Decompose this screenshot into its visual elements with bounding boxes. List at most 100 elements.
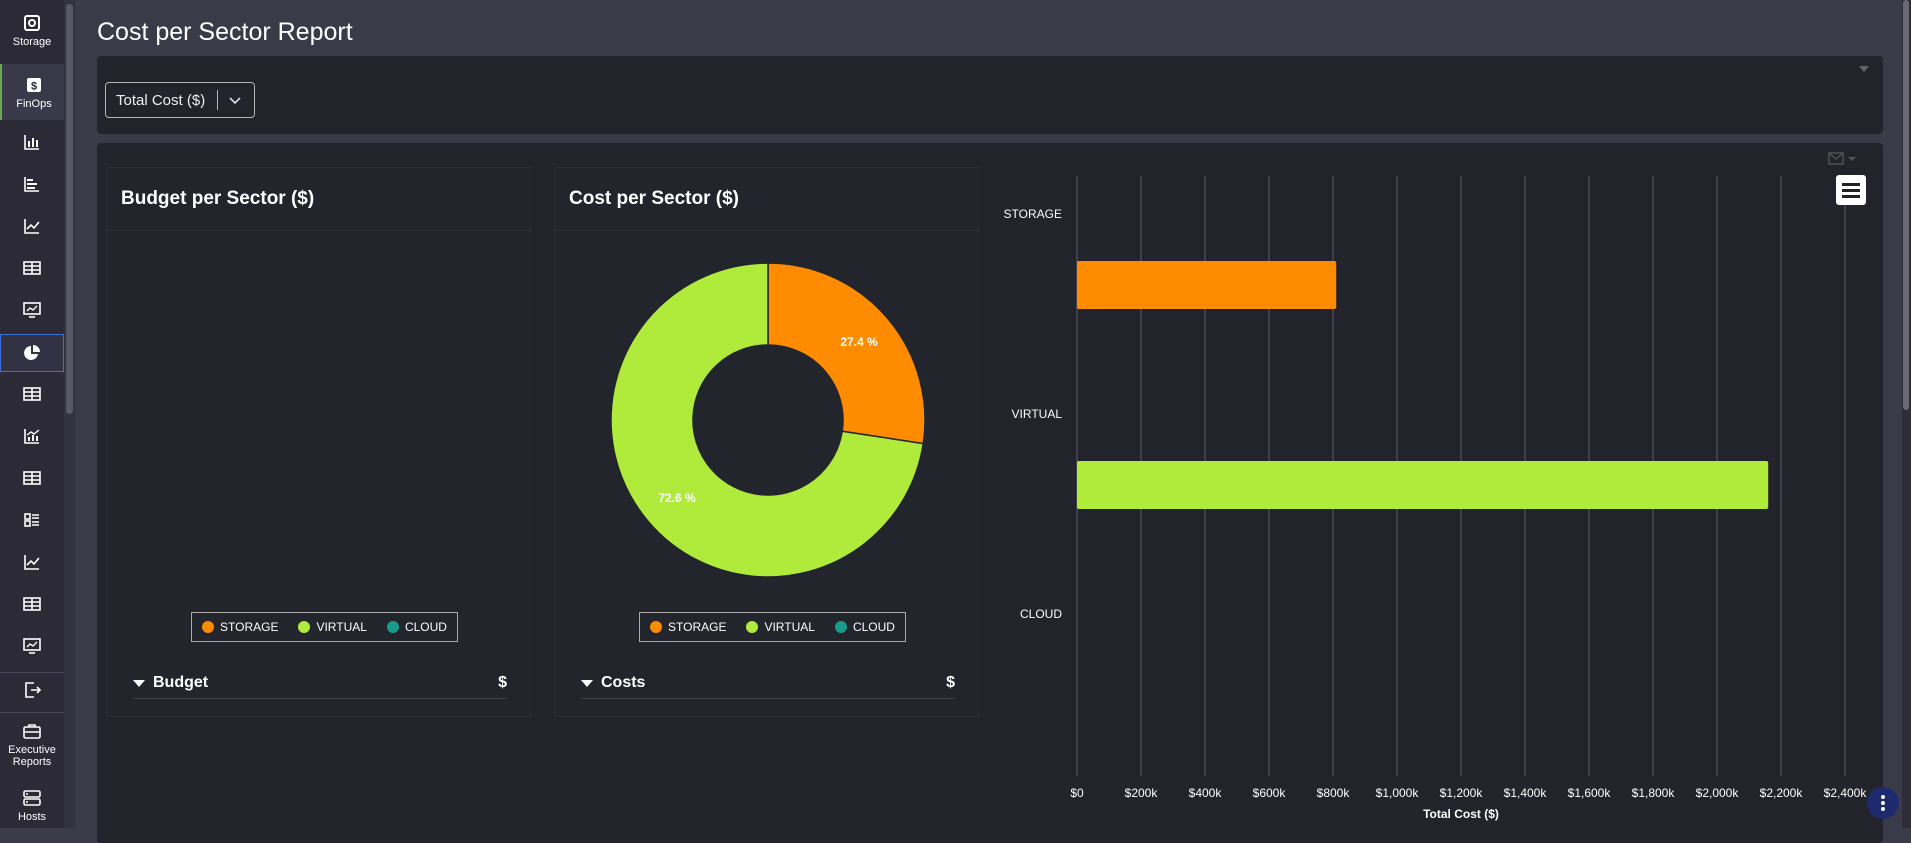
export-icon [25,682,42,698]
x-tick-label: $1,400k [1504,786,1548,800]
page-scrollbar[interactable] [1902,0,1911,828]
sidebar-item-bar-chart[interactable] [0,128,64,156]
cost-legend: STORAGE VIRTUAL CLOUD [639,612,906,642]
svg-text:$: $ [31,80,37,92]
x-tick-label: $2,000k [1696,786,1740,800]
sidebar-item-horizontal-bar[interactable] [0,170,64,198]
sidebar-item-label: Storage [12,35,52,48]
sidebar-item-line-chart[interactable] [0,212,64,240]
sidebar-separator [0,672,64,673]
legend-label: VIRTUAL [764,620,815,634]
sidebar-item-list-grid[interactable] [0,506,64,534]
sidebar-item-finops[interactable]: $ FinOps [0,64,66,120]
legend-label: CLOUD [404,620,447,634]
legend-dot [650,621,662,633]
pie-label-storage: 27.4 % [840,335,878,349]
costs-table-unit: $ [946,674,955,691]
sidebar-item-monitor-chart[interactable] [0,296,64,324]
legend-item-virtual[interactable]: VIRTUAL [298,620,367,634]
x-tick-label: $2,400k [1824,786,1868,800]
x-tick-label: $800k [1317,786,1351,800]
cost-donut-chart: 27.4 % 72.6 % [610,262,926,578]
pie-label-virtual: 72.6 % [658,491,696,505]
sidebar-item-line-chart-2[interactable] [0,548,64,576]
legend-dot [298,621,311,633]
page-title: Cost per Sector Report [97,18,353,46]
sidebar-item-table[interactable] [0,254,64,282]
costs-table-header[interactable]: Costs $ [581,668,955,699]
legend-dot [746,621,759,633]
legend-item-storage[interactable]: STORAGE [202,620,278,634]
card-divider [555,230,978,231]
line-chart-icon [24,219,40,234]
budget-card-title: Budget per Sector ($) [121,188,315,209]
sidebar-item-executive-reports[interactable]: Executive Reports [0,716,64,772]
sidebar-item-label: Executive Reports [8,743,56,768]
more-vertical-icon [1881,795,1885,811]
legend-dot [834,621,847,633]
x-tick-label: $1,800k [1632,786,1676,800]
sidebar-scrollbar[interactable] [64,0,75,828]
sidebar-item-hosts[interactable]: Hosts [0,782,64,828]
x-axis-label: Total Cost ($) [1423,807,1499,821]
pie-chart-icon [24,345,40,360]
mail-icon[interactable] [1828,152,1858,166]
legend-label: STORAGE [668,620,727,634]
table-icon [23,471,41,485]
sidebar-item-label: FinOps [16,97,52,110]
x-tick-label: $200k [1125,786,1159,800]
briefcase-icon [23,723,41,739]
legend-item-cloud[interactable]: CLOUD [834,620,895,634]
server-icon [23,789,41,806]
chevron-down-icon[interactable] [218,93,252,107]
legend-item-cloud[interactable]: CLOUD [386,620,447,634]
y-category-label: CLOUD [1020,607,1062,621]
x-tick-label: $400k [1189,786,1223,800]
legend-label: STORAGE [220,620,279,634]
sidebar-item-storage[interactable]: Storage [0,8,64,52]
x-tick-label: $1,200k [1440,786,1484,800]
table-icon [23,261,41,275]
legend-dot [386,621,399,633]
sidebar: Storage $ FinOps [0,0,66,828]
sidebar-item-pie-chart[interactable] [0,334,64,372]
bar-virtual[interactable] [1077,461,1769,509]
card-divider [107,230,530,231]
monitor-chart-icon [23,302,41,318]
metric-select[interactable]: Total Cost ($) [105,82,255,118]
legend-item-storage[interactable]: STORAGE [650,620,726,634]
sidebar-item-label: Hosts [17,810,47,823]
pie-slice-virtual[interactable] [610,262,925,578]
sidebar-item-table-2[interactable] [0,380,64,408]
x-tick-label: $0 [1070,786,1084,800]
chart-menu-button[interactable] [1836,175,1866,205]
budget-table-unit: $ [498,674,507,691]
cost-card: Cost per Sector ($) 27.4 % 72.6 % STORAGE… [554,167,979,717]
budget-legend: STORAGE VIRTUAL CLOUD [191,612,458,642]
bar-storage[interactable] [1077,261,1337,309]
filter-panel: Total Cost ($) [97,56,1883,134]
caret-down-icon [133,679,145,687]
storage-icon [24,14,40,31]
legend-label: VIRTUAL [316,620,367,634]
sidebar-item-table-4[interactable] [0,590,64,618]
budget-table-header[interactable]: Budget $ [133,668,507,699]
legend-dot [202,621,214,633]
collapse-caret-icon[interactable] [1859,66,1869,72]
list-grid-icon [24,513,39,527]
sidebar-item-table-3[interactable] [0,464,64,492]
pie-slice-storage[interactable] [767,262,926,445]
sidebar-item-combo-chart[interactable] [0,422,64,450]
x-tick-label: $600k [1253,786,1287,800]
x-tick-label: $1,600k [1568,786,1612,800]
dollar-icon: $ [27,77,41,92]
legend-item-virtual[interactable]: VIRTUAL [746,620,815,634]
budget-table-title: Budget [153,674,209,691]
more-options-button[interactable] [1867,787,1899,819]
caret-down-icon [581,679,593,687]
cost-card-title: Cost per Sector ($) [569,188,739,209]
sidebar-item-export[interactable] [0,676,64,704]
sidebar-item-monitor-chart-2[interactable] [0,632,64,660]
sidebar-separator [0,712,64,713]
select-divider [217,90,219,110]
